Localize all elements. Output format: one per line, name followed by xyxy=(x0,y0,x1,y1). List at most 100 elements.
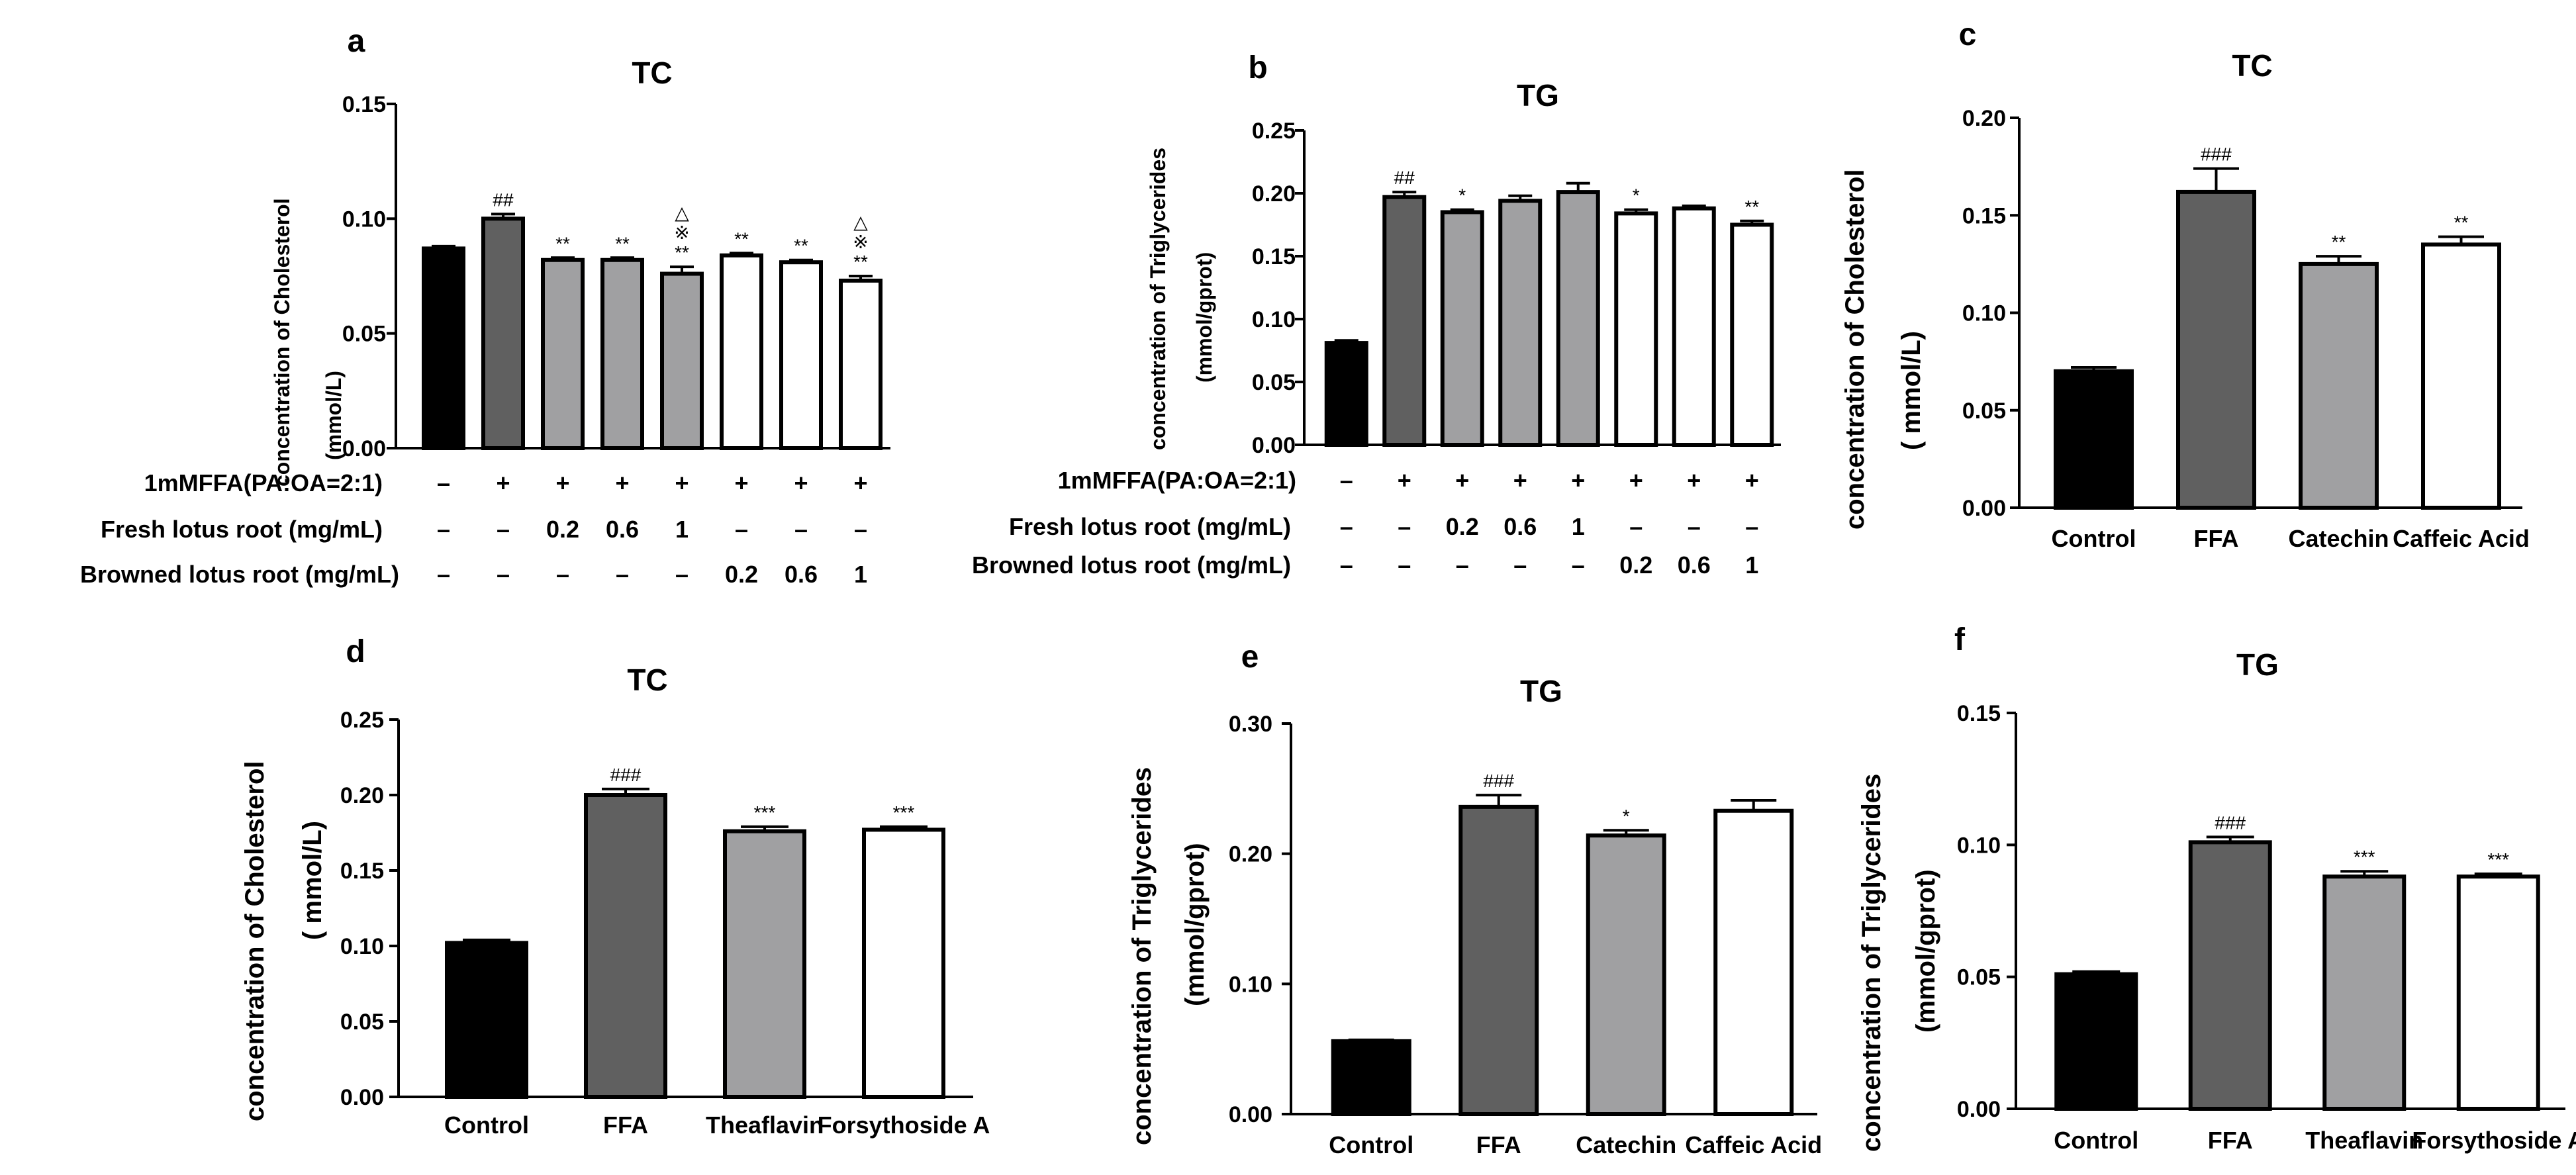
condition-value: – xyxy=(1629,513,1643,540)
condition-row-label: Browned lotus root (mg/mL) xyxy=(972,551,1291,579)
y-axis-label: (mmol/L) xyxy=(322,371,346,460)
bar xyxy=(584,793,667,1099)
y-tick-label: 0.00 xyxy=(1252,433,1296,458)
x-category-label: Caffeic Acid xyxy=(2393,525,2530,552)
x-category-label: Control xyxy=(444,1111,529,1139)
condition-value: + xyxy=(794,469,808,496)
x-category-label: FFA xyxy=(2194,525,2239,552)
bar xyxy=(1556,190,1600,447)
condition-value: 1 xyxy=(1745,551,1758,579)
x-category-label: Forsythoside A xyxy=(2412,1127,2576,1154)
condition-value: – xyxy=(556,561,569,588)
x-category-label: Catechin xyxy=(2288,525,2389,552)
y-tick-label: 0.15 xyxy=(340,859,384,884)
condition-value: + xyxy=(853,469,867,496)
x-category-label: FFA xyxy=(2208,1127,2253,1154)
y-tick-label: 0.10 xyxy=(340,934,384,959)
panel-letter: f xyxy=(1954,622,1966,657)
condition-value: + xyxy=(1398,467,1411,494)
y-tick-label: 0.10 xyxy=(1962,301,2006,326)
bar xyxy=(1382,195,1427,447)
bar xyxy=(839,278,883,450)
panel-letter: c xyxy=(1959,17,1977,52)
y-tick-label: 0.00 xyxy=(1962,496,2006,521)
bar xyxy=(2456,874,2540,1111)
significance-mark: △ xyxy=(675,203,689,223)
condition-value: + xyxy=(1745,467,1759,494)
condition-value: + xyxy=(1687,467,1701,494)
chart-title: TC xyxy=(627,663,667,697)
significance-mark: ### xyxy=(2201,144,2232,165)
panel-d: d TC 0.00 0.05 0.10 0.15 0.20 0.25 concentration… xyxy=(240,634,990,1139)
bar xyxy=(2299,261,2379,510)
condition-value: 0.6 xyxy=(1678,551,1711,579)
condition-value: – xyxy=(1340,467,1353,494)
significance-mark: ## xyxy=(1394,167,1415,188)
x-category-label: FFA xyxy=(1476,1131,1521,1158)
bar xyxy=(1458,804,1539,1117)
significance-mark: *** xyxy=(2487,849,2509,870)
chart-title: TC xyxy=(632,56,672,90)
y-tick-label: 0.15 xyxy=(342,92,386,117)
bar xyxy=(445,941,528,1099)
significance-mark: ** xyxy=(853,252,868,272)
y-tick-label: 0.30 xyxy=(1229,712,1272,737)
condition-value: 0.2 xyxy=(546,516,579,543)
bar xyxy=(541,258,585,450)
y-tick-label: 0.20 xyxy=(1229,842,1272,867)
condition-value: – xyxy=(1688,513,1701,540)
y-axis-label: concentration of Cholesterol xyxy=(1840,169,1870,530)
condition-value: – xyxy=(1398,551,1411,579)
significance-mark: ** xyxy=(675,242,689,263)
bar xyxy=(723,829,806,1099)
significance-mark: ## xyxy=(493,189,514,210)
y-axis-label: (mmol/gprot) xyxy=(1192,252,1216,383)
panel-letter: d xyxy=(346,634,365,669)
y-tick-label: 0.00 xyxy=(340,1085,384,1110)
y-tick-label: 0.15 xyxy=(1957,701,2001,726)
bar xyxy=(2322,874,2407,1111)
condition-value: 0.2 xyxy=(1619,551,1652,579)
x-category-label: Theaflavin xyxy=(2305,1127,2423,1154)
significance-mark: ### xyxy=(2215,812,2246,833)
condition-value: – xyxy=(1398,513,1411,540)
significance-mark: ** xyxy=(794,236,808,256)
condition-value: – xyxy=(437,469,450,496)
bar xyxy=(422,246,465,450)
bar xyxy=(1586,833,1666,1116)
y-tick-label: 0.25 xyxy=(1252,118,1296,144)
condition-value: 0.6 xyxy=(1503,513,1537,540)
bar xyxy=(2054,972,2138,1111)
significance-mark: * xyxy=(1623,806,1630,826)
chart-title: TC xyxy=(2232,48,2272,83)
bar xyxy=(1440,210,1484,447)
condition-row-label: 1mMFFA(PA:OA=2:1) xyxy=(1058,467,1296,494)
x-category-label: FFA xyxy=(603,1111,648,1139)
condition-value: – xyxy=(854,516,867,543)
y-tick-label: 0.00 xyxy=(1229,1102,1272,1127)
significance-mark: ** xyxy=(734,228,749,249)
y-axis-label: (mmol/gprot) xyxy=(1911,869,1940,1033)
condition-value: + xyxy=(734,469,748,496)
condition-value: – xyxy=(437,561,450,588)
condition-value: – xyxy=(675,561,689,588)
bar xyxy=(2054,369,2134,510)
condition-value: – xyxy=(1340,551,1353,579)
bar xyxy=(1331,1039,1411,1117)
y-tick-label: 0.00 xyxy=(1957,1097,2001,1122)
y-tick-label: 0.15 xyxy=(1252,244,1296,269)
condition-row-label: 1mMFFA(PA:OA=2:1) xyxy=(144,469,383,496)
significance-mark: *** xyxy=(2354,847,2375,867)
x-category-label: Caffeic Acid xyxy=(1685,1131,1822,1158)
y-axis-label: concentration of Cholesterol xyxy=(240,761,269,1122)
y-axis-label: ( mmol/L) xyxy=(1897,331,1926,450)
condition-value: – xyxy=(616,561,629,588)
x-category-label: Forsythoside A xyxy=(818,1111,990,1139)
condition-value: + xyxy=(1513,467,1527,494)
y-tick-label: 0.10 xyxy=(1957,833,2001,858)
chart-title: TG xyxy=(1517,78,1559,113)
y-tick-label: 0.05 xyxy=(1252,370,1296,395)
x-category-label: Control xyxy=(1329,1131,1413,1158)
condition-value: 1 xyxy=(854,561,867,588)
y-tick-label: 0.05 xyxy=(1962,399,2006,424)
